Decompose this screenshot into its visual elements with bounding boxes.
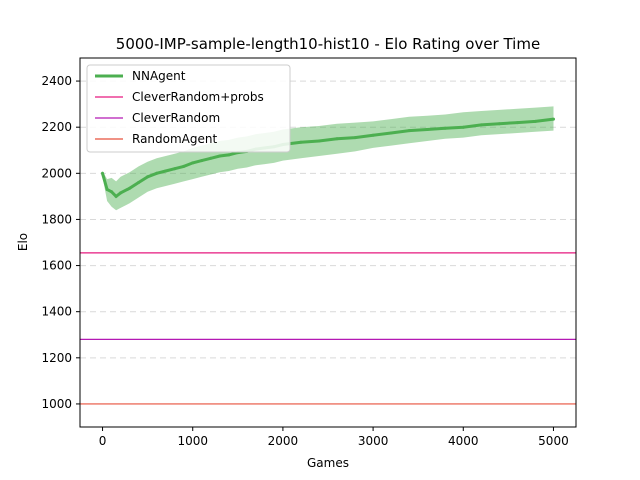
nnagent-point: [182, 164, 186, 168]
y-tick-label: 1000: [41, 397, 72, 411]
chart-title: 5000-IMP-sample-length10-hist10 - Elo Ra…: [116, 35, 540, 53]
nnagent-point: [552, 117, 555, 121]
nnagent-point: [191, 161, 195, 165]
x-tick-label: 3000: [358, 434, 389, 448]
nnagent-point: [479, 123, 483, 127]
y-axis-label: Elo: [16, 233, 30, 251]
y-tick-label: 2000: [41, 166, 72, 180]
nnagent-point: [353, 136, 357, 140]
nnagent-point: [497, 122, 501, 126]
x-tick-label: 1000: [177, 434, 208, 448]
y-tick-label: 1200: [41, 351, 72, 365]
y-axis-ticks: 1000 1200 1400 1600 1800 2000 2200 2400: [41, 74, 80, 411]
y-tick-label: 2200: [41, 120, 72, 134]
legend-label-nnagent: NNAgent: [132, 69, 186, 83]
nnagent-point: [335, 137, 339, 141]
nnagent-point: [299, 140, 303, 144]
nnagent-point: [443, 126, 447, 130]
nnagent-point: [173, 167, 177, 171]
nnagent-point: [533, 119, 537, 123]
nnagent-point: [407, 129, 411, 133]
nnagent-point: [218, 154, 222, 158]
nnagent-point: [515, 121, 519, 125]
nnagent-point: [317, 139, 321, 143]
nnagent-point: [101, 171, 104, 175]
nnagent-point: [128, 186, 132, 190]
plot-frame: [79, 57, 577, 428]
nnagent-point: [110, 190, 114, 194]
y-tick-label: 1800: [41, 212, 72, 226]
nnagent-point: [105, 188, 109, 191]
legend: NNAgent CleverRandom+probs CleverRandom Ran…: [86, 64, 291, 153]
nnagent-point: [389, 131, 393, 135]
nnagent-point: [146, 175, 150, 179]
nnagent-point: [114, 194, 118, 198]
x-tick-label: 0: [99, 434, 107, 448]
nnagent-point: [209, 156, 213, 160]
nnagent-confidence-band: [102, 106, 554, 211]
confidence-band-layer: [102, 106, 554, 211]
nnagent-point: [119, 191, 123, 195]
y-tick-label: 1400: [41, 305, 72, 319]
legend-label-randomagent: RandomAgent: [132, 132, 217, 146]
legend-label-cleverrandom-probs: CleverRandom+probs: [132, 90, 264, 104]
x-axis-label: Games: [307, 456, 349, 470]
x-tick-label: 2000: [268, 434, 299, 448]
y-tick-label: 1600: [41, 259, 72, 273]
x-tick-label: 4000: [448, 434, 479, 448]
x-axis-ticks: 0 1000 2000 3000 4000 5000: [99, 427, 569, 448]
nnagent-point: [227, 153, 231, 157]
nnagent-point: [425, 128, 429, 131]
nnagent-point: [461, 125, 465, 129]
nnagent-point: [200, 159, 204, 163]
nnagent-point: [137, 181, 141, 184]
nnagent-point: [155, 171, 159, 175]
legend-box: [86, 64, 291, 153]
y-tick-label: 2400: [41, 74, 72, 88]
x-tick-label: 5000: [538, 434, 569, 448]
nnagent-point: [371, 133, 375, 137]
legend-label-cleverrandom: CleverRandom: [132, 111, 220, 125]
nnagent-point: [164, 169, 168, 173]
